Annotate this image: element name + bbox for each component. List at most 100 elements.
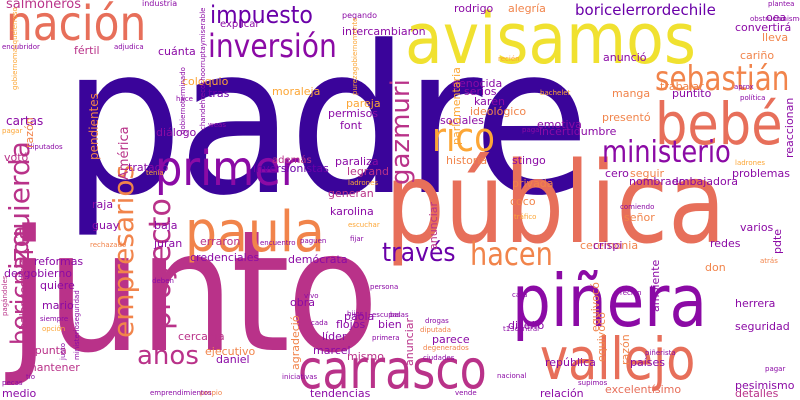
word-pagar: bachelet <box>540 89 571 97</box>
word-avisamos: avisamos <box>405 0 696 80</box>
word-degenerados: primera <box>372 334 400 342</box>
word-salmoneros: salmoneros <box>6 0 81 12</box>
word-junto: junto <box>8 194 379 390</box>
word-traves: través <box>382 238 456 268</box>
word-excelentisimo: excelentísimo <box>605 383 682 396</box>
word-emprendimientos: propio <box>200 389 223 397</box>
word-pesimismo: pesimismo <box>735 379 795 392</box>
word-america: razón <box>23 117 36 148</box>
word-embajadora: embajadora <box>672 175 738 188</box>
word-chandehrecho: justo <box>59 342 67 360</box>
word-persona: hijos <box>347 310 364 318</box>
word-recien: purezagobiernomente <box>351 17 359 95</box>
word-stingo: stingo <box>512 154 546 167</box>
word-pinera: piñera <box>512 259 707 343</box>
word-pagandoles: América <box>117 126 132 180</box>
word-hacen: hacen <box>470 235 553 273</box>
word-siempre: deben <box>152 277 174 285</box>
word-drogas: degenerados <box>423 344 469 352</box>
word-proyecto: proyecto <box>143 198 178 330</box>
word-conversacion: anunciar <box>427 201 440 250</box>
word-precio: atrás <box>760 257 778 265</box>
word-baloncestista: pendientes <box>87 93 101 160</box>
word-tratado: tratado <box>128 161 169 174</box>
word-cuanta: cuánta <box>158 45 196 58</box>
word-paternidad: coloquio <box>182 75 229 88</box>
word-inversionistas: inversionistas <box>253 162 329 175</box>
word-rico: rico <box>432 115 495 161</box>
word-industria: industria <box>142 0 178 8</box>
word-paraliza: paraliza <box>335 155 379 168</box>
word-nacion: nación <box>6 0 147 52</box>
word-crispi: crispi <box>593 239 623 252</box>
word-diputada: nacional <box>497 372 527 380</box>
word-ministerio: ministerio <box>602 135 731 170</box>
word-medio: medio <box>2 387 37 400</box>
word-sebastian: sebastián <box>655 59 790 99</box>
word-impuesto: impuesto <box>210 1 313 29</box>
word-historia: historia <box>446 154 488 167</box>
word-coco: coco <box>510 195 536 208</box>
word-republica: república <box>545 356 596 369</box>
word-paula: paula <box>185 200 325 265</box>
word-credenciales: credenciales <box>190 251 260 264</box>
word-iniciativas: vende <box>455 389 477 397</box>
word-juran: juran <box>154 237 183 250</box>
word-comiendo: tráfico <box>514 213 537 221</box>
word-herrera: herrera <box>735 297 776 310</box>
word-bebe: bebé <box>655 90 783 158</box>
word-riesgos: escuchar <box>348 221 380 229</box>
word-generan: generan <box>328 187 374 200</box>
word-tendencias: tendencias <box>310 387 371 400</box>
word-seguridad: seguridad <box>735 320 790 333</box>
word-cartas: cartas <box>6 114 44 128</box>
word-erraron: erraron <box>200 235 241 248</box>
word-incertidumbre: incertidumbre <box>539 125 617 138</box>
word-publica: pública <box>385 139 726 269</box>
word-ademas: además <box>272 155 312 166</box>
word-guay: guay <box>92 219 120 232</box>
word-escuchar: encuentro <box>260 239 296 247</box>
word-cercania: cercanía <box>178 330 225 343</box>
word-legrand: legrand <box>347 165 390 178</box>
word-escupas: diputada <box>420 326 452 334</box>
word-t13central: escupas <box>372 311 401 319</box>
word-supimos: pagar <box>765 365 786 373</box>
word-emotiva: emotiva <box>537 118 582 131</box>
word-nombrado: nombrado <box>629 175 686 188</box>
word-ceremonia: ceremonia <box>580 239 639 252</box>
word-dialogo: diálogo <box>156 126 197 139</box>
word-grandes: política <box>740 94 766 102</box>
word-ejecutivo: ejecutivo <box>205 345 256 358</box>
word-fertil: fértil <box>74 44 100 57</box>
word-tio: diputados <box>28 143 63 151</box>
word-caer: aprox <box>734 83 754 91</box>
word-intercambiaron: intercambiaron <box>342 25 426 38</box>
word-senor: señor <box>624 211 655 224</box>
word-balas: drogas <box>425 317 449 325</box>
word-ideologico: ideológico <box>470 105 527 118</box>
word-convertira: convertirá <box>735 21 792 34</box>
word-propio: supimos <box>578 379 608 387</box>
word-ciudades: cada <box>311 319 328 327</box>
word-don: don <box>705 261 726 274</box>
word-mario: mario <box>42 299 74 312</box>
word-lider: líder <box>322 330 347 343</box>
word-reformas: reformas <box>34 255 84 268</box>
word-karen: karen <box>474 95 505 108</box>
word-anuncio: anunció <box>603 51 647 64</box>
word-nunca: weas <box>208 121 226 129</box>
word-oea: oea <box>766 11 787 24</box>
word-vende: piñerista <box>645 349 676 357</box>
word-diseno: equivocó <box>595 312 608 362</box>
word-flojos: flojos <box>336 318 366 331</box>
word-alegria: alegría <box>508 2 546 15</box>
word-vivo: t13central <box>503 325 540 333</box>
word-presento: presentó <box>602 111 651 124</box>
word-cada: iniciativas <box>282 373 318 381</box>
word-anunciar: anunciar <box>403 317 416 366</box>
word-obra: obra <box>290 296 315 309</box>
word-agradecio: agradeció <box>289 315 302 370</box>
word-cara: balas <box>390 311 409 319</box>
word-explicar: explicar <box>220 19 260 30</box>
